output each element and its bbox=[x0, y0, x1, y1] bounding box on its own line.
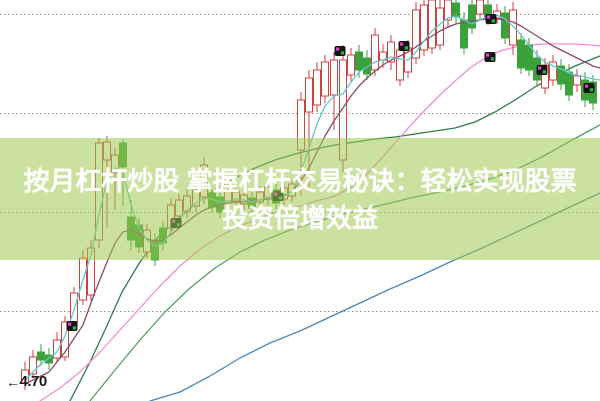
left-arrow-icon: ← bbox=[6, 373, 20, 390]
price-value: 4.70 bbox=[19, 373, 48, 390]
price-label: ← 4.70 bbox=[6, 374, 47, 389]
